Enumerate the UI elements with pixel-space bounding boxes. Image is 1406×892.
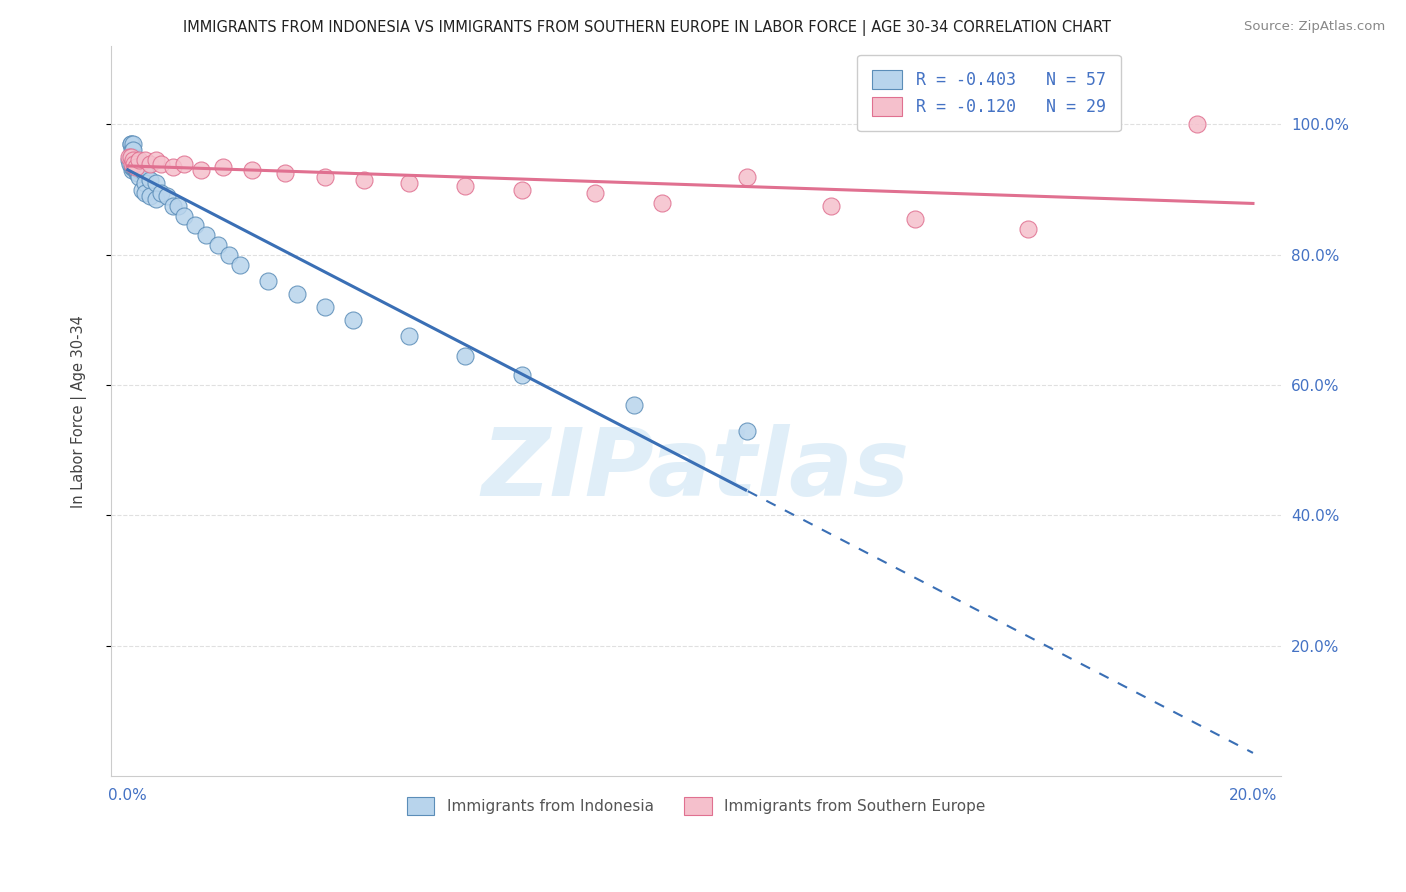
Point bbox=[195, 228, 218, 243]
Point bbox=[150, 156, 173, 170]
Point bbox=[120, 136, 142, 151]
Point bbox=[510, 368, 533, 383]
Point bbox=[398, 176, 420, 190]
Point bbox=[1017, 221, 1039, 235]
Point bbox=[156, 189, 179, 203]
Point bbox=[623, 398, 645, 412]
Point bbox=[190, 163, 212, 178]
Point bbox=[127, 163, 149, 178]
Point bbox=[150, 186, 173, 200]
Point bbox=[134, 186, 156, 200]
Point bbox=[122, 144, 145, 158]
Point bbox=[454, 349, 477, 363]
Point bbox=[121, 150, 143, 164]
Legend: Immigrants from Indonesia, Immigrants from Southern Europe: Immigrants from Indonesia, Immigrants fr… bbox=[395, 785, 997, 827]
Point bbox=[122, 153, 145, 168]
Point bbox=[398, 329, 420, 343]
Point bbox=[145, 193, 167, 207]
Point bbox=[124, 153, 146, 168]
Point bbox=[583, 186, 606, 200]
Point bbox=[128, 153, 150, 168]
Point bbox=[167, 199, 190, 213]
Point bbox=[118, 150, 141, 164]
Point bbox=[145, 176, 167, 190]
Point bbox=[124, 156, 146, 170]
Point bbox=[121, 144, 143, 158]
Point bbox=[120, 136, 142, 151]
Point bbox=[207, 238, 229, 252]
Point bbox=[274, 166, 297, 180]
Point bbox=[173, 156, 195, 170]
Point bbox=[134, 163, 156, 178]
Point bbox=[121, 163, 143, 178]
Point bbox=[122, 153, 145, 168]
Point bbox=[454, 179, 477, 194]
Point bbox=[134, 153, 156, 168]
Point bbox=[257, 274, 280, 288]
Point bbox=[162, 199, 184, 213]
Point bbox=[129, 160, 152, 174]
Point bbox=[128, 156, 150, 170]
Point bbox=[1185, 117, 1208, 131]
Point bbox=[128, 163, 150, 178]
Point bbox=[229, 258, 252, 272]
Point bbox=[218, 248, 240, 262]
Point bbox=[121, 136, 143, 151]
Point bbox=[212, 160, 235, 174]
Point bbox=[162, 160, 184, 174]
Point bbox=[510, 183, 533, 197]
Point bbox=[131, 183, 153, 197]
Point bbox=[127, 166, 149, 180]
Point bbox=[125, 160, 148, 174]
Point bbox=[124, 156, 146, 170]
Point bbox=[184, 219, 207, 233]
Point bbox=[128, 169, 150, 184]
Point bbox=[145, 153, 167, 168]
Point bbox=[134, 176, 156, 190]
Point bbox=[342, 313, 364, 327]
Point bbox=[118, 153, 141, 168]
Point bbox=[131, 163, 153, 178]
Point bbox=[124, 153, 146, 168]
Point bbox=[134, 166, 156, 180]
Text: ZIPatlas: ZIPatlas bbox=[482, 424, 910, 516]
Point bbox=[314, 169, 336, 184]
Point bbox=[353, 173, 375, 187]
Point bbox=[314, 300, 336, 314]
Text: Source: ZipAtlas.com: Source: ZipAtlas.com bbox=[1244, 20, 1385, 33]
Point bbox=[121, 156, 143, 170]
Point bbox=[120, 150, 142, 164]
Point bbox=[139, 173, 162, 187]
Point bbox=[285, 286, 308, 301]
Point bbox=[139, 189, 162, 203]
Point bbox=[125, 166, 148, 180]
Point bbox=[127, 160, 149, 174]
Point bbox=[735, 424, 758, 438]
Point bbox=[173, 209, 195, 223]
Y-axis label: In Labor Force | Age 30-34: In Labor Force | Age 30-34 bbox=[72, 315, 87, 508]
Point bbox=[735, 169, 758, 184]
Point bbox=[120, 150, 142, 164]
Point bbox=[122, 156, 145, 170]
Point bbox=[651, 195, 673, 210]
Point bbox=[139, 156, 162, 170]
Text: IMMIGRANTS FROM INDONESIA VS IMMIGRANTS FROM SOUTHERN EUROPE IN LABOR FORCE | AG: IMMIGRANTS FROM INDONESIA VS IMMIGRANTS … bbox=[183, 20, 1111, 36]
Point bbox=[125, 156, 148, 170]
Point bbox=[118, 156, 141, 170]
Point bbox=[820, 199, 842, 213]
Point bbox=[124, 160, 146, 174]
Point bbox=[122, 160, 145, 174]
Point bbox=[121, 160, 143, 174]
Point bbox=[121, 150, 143, 164]
Point bbox=[904, 211, 927, 226]
Point bbox=[240, 163, 263, 178]
